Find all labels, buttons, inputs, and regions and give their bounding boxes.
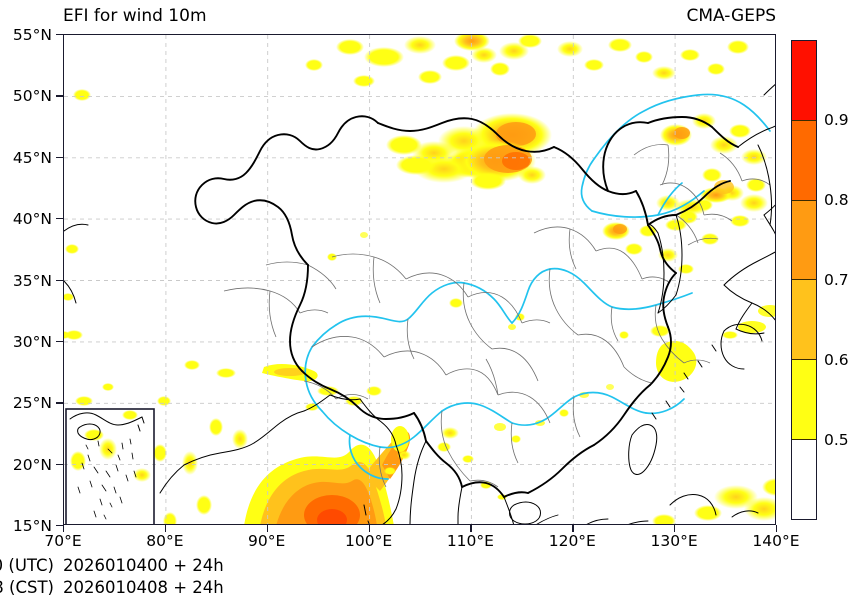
y-tick-label: 15°N — [12, 517, 52, 535]
model-source-label: CMA-GEPS — [686, 6, 776, 26]
province-border-layer — [223, 144, 771, 488]
colorbar-tick-label: 0.7 — [824, 271, 849, 289]
x-tick — [266, 525, 269, 532]
y-tick — [56, 95, 63, 97]
colorbar-band-0.8-0.9 — [792, 120, 816, 201]
y-tick — [56, 218, 63, 220]
map-canvas — [64, 35, 775, 524]
x-tick-label: 140°E — [752, 532, 800, 550]
x-tick-label: 120°E — [548, 532, 596, 550]
x-tick-label: 110°E — [446, 532, 494, 550]
colorbar-tick-label: 0.6 — [824, 351, 849, 369]
map-gridlines — [64, 35, 775, 524]
colorbar-tick-label: 0.9 — [824, 111, 849, 129]
y-tick-label: 20°N — [12, 455, 52, 474]
river-layer — [304, 93, 771, 480]
x-tick — [164, 525, 167, 532]
y-tick — [56, 34, 63, 36]
colorbar-band-0.9-1.0 — [792, 41, 816, 121]
efi-colorbar — [791, 40, 817, 520]
x-tick — [470, 525, 472, 532]
y-tick-label: 45°N — [12, 148, 52, 167]
x-tick-label: 90°E — [248, 532, 286, 550]
x-tick — [572, 525, 574, 532]
colorbar-band-0.7-0.8 — [792, 200, 816, 281]
y-tick-label: 40°N — [12, 210, 52, 229]
forecast-init-cst-label: 2026010408 + 24h — [63, 578, 224, 597]
colorbar-band-0.5-0.6 — [792, 360, 816, 441]
y-tick — [56, 525, 63, 527]
colorbar-band-0.6-0.7 — [792, 280, 816, 361]
map-plot-area — [63, 34, 776, 525]
forecast-init-utc-label: 2026010400 + 24h — [63, 556, 224, 575]
x-tick-label: 130°E — [650, 532, 698, 550]
x-tick-label: 100°E — [345, 532, 393, 550]
x-tick — [63, 525, 65, 532]
colorbar-band-below-0.5 — [792, 440, 816, 519]
valid-time-utc-label: 2026010500 (UTC) — [0, 556, 54, 575]
colorbar-tick-label: 0.8 — [824, 191, 849, 209]
x-tick-label: 80°E — [146, 532, 184, 550]
y-tick — [56, 340, 63, 343]
y-tick-label: 25°N — [12, 394, 52, 413]
valid-time-cst-label: 2026010508 (CST) — [0, 578, 54, 597]
x-tick-label: 70°E — [44, 532, 82, 550]
y-tick — [56, 279, 63, 281]
y-tick-label: 30°N — [12, 332, 52, 351]
page-title: EFI for wind 10m — [63, 6, 207, 26]
coastline-layer — [64, 84, 775, 524]
y-tick — [56, 463, 63, 465]
colorbar-tick-label: 0.5 — [824, 431, 849, 449]
y-tick-label: 35°N — [12, 271, 52, 290]
y-tick — [56, 402, 63, 404]
x-tick — [368, 525, 370, 532]
south-china-sea-inset — [65, 408, 155, 524]
y-tick — [56, 156, 63, 159]
x-tick — [776, 525, 778, 532]
y-tick-label: 50°N — [12, 87, 52, 106]
x-tick — [674, 525, 676, 532]
y-tick-label: 55°N — [12, 26, 52, 44]
efi-shading-layer — [64, 35, 775, 524]
